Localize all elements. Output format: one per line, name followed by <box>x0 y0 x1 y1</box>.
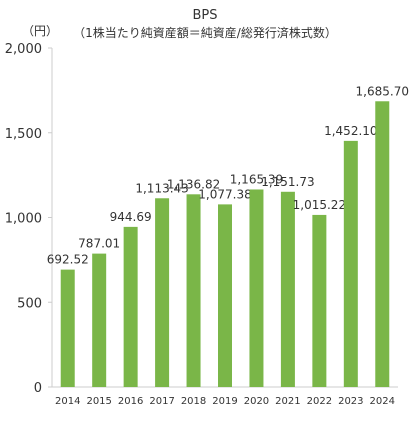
bar-2017 <box>155 198 170 387</box>
y-tick-label: 0 <box>34 381 42 396</box>
data-label-2014: 692.52 <box>47 253 89 267</box>
x-tick-label-2021: 2021 <box>275 396 300 407</box>
chart-title: BPS <box>192 8 218 23</box>
bar-2024 <box>375 101 390 387</box>
x-tick-label-2020: 2020 <box>244 396 269 407</box>
bar-2022 <box>312 214 327 387</box>
y-tick-label: 2,000 <box>5 42 42 57</box>
y-axis-unit-label: （円） <box>22 24 59 38</box>
bar-2015 <box>92 253 107 387</box>
data-label-2022: 1,015.22 <box>293 198 346 212</box>
bar-2021 <box>280 191 295 387</box>
data-label-2020: 1,165.39 <box>230 172 283 186</box>
bar-2014 <box>60 269 75 387</box>
bar-2018 <box>186 194 201 387</box>
x-tick-label-2019: 2019 <box>212 396 237 407</box>
data-label-2017: 1,113.43 <box>135 181 188 195</box>
data-label-2021: 1,151.73 <box>261 175 314 189</box>
x-tick-label-2024: 2024 <box>370 396 395 407</box>
data-label-2016: 944.69 <box>110 210 152 224</box>
y-tick-label: 500 <box>17 296 42 311</box>
x-tick-label-2014: 2014 <box>55 396 80 407</box>
bar-2016 <box>123 226 138 387</box>
data-label-2019: 1,077.38 <box>198 187 251 201</box>
y-tick-label: 1,500 <box>5 127 42 142</box>
x-tick-label-2015: 2015 <box>86 396 111 407</box>
data-label-2015: 787.01 <box>78 237 120 251</box>
x-tick-label-2018: 2018 <box>181 396 206 407</box>
chart-subtitle: （1株当たり純資産額＝純資産/総発行済株式数） <box>73 26 337 40</box>
data-label-2023: 1,452.10 <box>324 124 377 138</box>
bar-2023 <box>343 140 358 387</box>
data-label-2024: 1,685.70 <box>356 84 409 98</box>
bar-2019 <box>218 204 232 387</box>
x-tick-label-2017: 2017 <box>149 396 174 407</box>
x-tick-label-2023: 2023 <box>338 396 363 407</box>
data-label-2018: 1,136.82 <box>167 177 220 191</box>
bar-2020 <box>249 189 264 387</box>
x-tick-label-2022: 2022 <box>307 396 332 407</box>
x-tick-label-2016: 2016 <box>118 396 143 407</box>
y-tick-label: 1,000 <box>5 212 42 227</box>
